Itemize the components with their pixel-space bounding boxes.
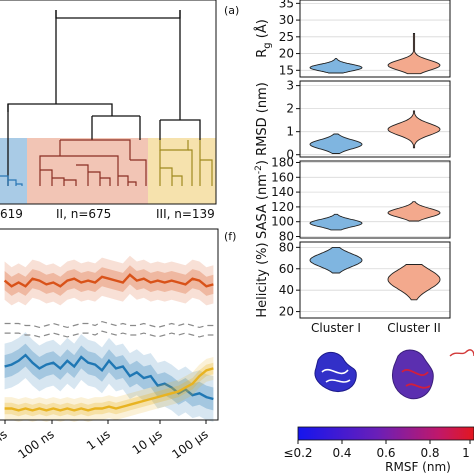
band-cluster-3 [148,138,216,204]
panel-label-a: (a) [224,4,239,17]
colorbar-tick-label: 0.4 [332,446,351,460]
violin-xlabel-cluster2: Cluster II [387,321,440,335]
timeseries-frame [0,228,219,421]
y-tick-label: 120 [271,200,294,214]
y-tick-label: 180 [271,155,294,169]
ylabel-sub: g [262,42,273,48]
y-tick-label: 60 [279,262,294,276]
y-tick-label: 3 [286,79,294,93]
ylabel-sup: -2 [254,165,264,174]
y-tick-label: 1 [286,125,294,139]
y-tick-label: 80 [279,230,294,244]
violin-panel-1: 15 20 25 30 35 Rg (Å) [254,0,451,78]
x-tick-label: ns [0,427,10,446]
violin-cluster1 [309,246,363,274]
ylabel-unit: (Å) [254,19,270,42]
violin-cluster2 [387,264,441,301]
ylabel-main: RMSD (nm) [255,82,270,156]
x-tick-label: 100 ns [15,427,56,462]
y-tick-label: 20 [279,305,294,319]
y-tick-label: 15 [279,63,294,77]
cluster3-branches [159,140,213,186]
x-tick-label: 10 µs [130,427,165,457]
violin-ylabel: RMSD (nm) [255,82,270,156]
series-line-blue [4,353,214,401]
rmsf-colorbar [297,426,474,441]
violin-panel-frame [299,80,451,158]
series-line-orange [3,273,214,288]
violin-panel-frame [299,0,451,78]
series-band-blue [4,343,214,411]
series-band-orange [4,255,214,306]
panel-label-f: (f) [224,230,236,243]
cluster2-branches [39,139,147,186]
violin-xlabel-cluster1: Cluster I [311,321,361,335]
dendrogram-tree [7,10,201,186]
y-tick-label: 160 [271,170,294,184]
y-tick-label: 40 [279,283,294,297]
y-tick-label: 30 [279,13,294,27]
colorbar-tick-label: 0.6 [376,446,395,460]
cluster-label-1: 619 [0,207,23,221]
y-tick-label: 25 [279,30,294,44]
structure-cluster1 [314,352,357,392]
colorbar-label: RMSF (nm) [385,460,451,474]
series-line-yellow [4,367,214,412]
y-tick-label: 140 [271,185,294,199]
ylabel-main: R [255,49,270,58]
timeseries-panel: ns 100 ns 1 µs 10 µs 100 µs (f) [0,228,236,462]
violin-ylabel: Rg (Å) [254,19,273,58]
y-tick-label: 0 [286,148,294,162]
violin-ylabel: Helicity (%) [255,242,270,317]
y-tick-label: 80 [279,240,294,254]
violin-cluster2 [387,110,441,149]
violin-cluster1 [309,213,363,231]
violin-ylabel: SASA (nm-2) [254,160,270,239]
colorbar-tick-label: 1 [462,446,470,460]
violin-panel-4: 20 40 60 80 Helicity (%) [255,240,451,319]
ylabel-main: SASA (nm [255,174,270,239]
series-band-yellow [4,357,214,422]
timeseries-x-ticks: ns 100 ns 1 µs 10 µs 100 µs [0,420,211,462]
series-band-blue [4,332,214,422]
cluster-label-2: II, n=675 [56,207,111,221]
series-line-gray-1 [4,330,214,338]
colorbar-tick-label: ≤0.2 [283,446,312,460]
colorbar-tick-label: 0.8 [420,446,439,460]
colorbar-ticks [297,440,471,444]
violin-cluster2 [387,201,441,222]
y-tick-label: 35 [279,0,294,10]
cluster-label-3: III, n=139 [156,207,215,221]
band-cluster-1 [0,138,27,204]
x-tick-label: 100 µs [169,427,210,462]
violin-panel-frame [299,160,451,239]
y-tick-label: 2 [286,102,294,116]
violin-cluster1 [309,58,363,74]
dendrogram-panel: 619 II, n=675 III, n=139 (a) [0,0,239,221]
violin-cluster1 [309,133,363,154]
series-band-orange [4,265,214,296]
violin-cluster2 [387,33,441,75]
y-tick-label: 100 [271,215,294,229]
series-line-gray-0 [4,320,214,329]
x-tick-label: 1 µs [84,427,113,453]
y-tick-label: 20 [279,47,294,61]
timeseries-layer [3,255,214,422]
ylabel-main: Helicity (%) [255,242,270,317]
structure-cluster2 [391,349,474,400]
cluster1-branches [0,175,23,186]
violin-panel-frame [299,241,451,319]
ylabel-unit: ) [255,160,270,165]
violin-panel-2: 0 1 2 3 RMSD (nm) [255,79,451,162]
